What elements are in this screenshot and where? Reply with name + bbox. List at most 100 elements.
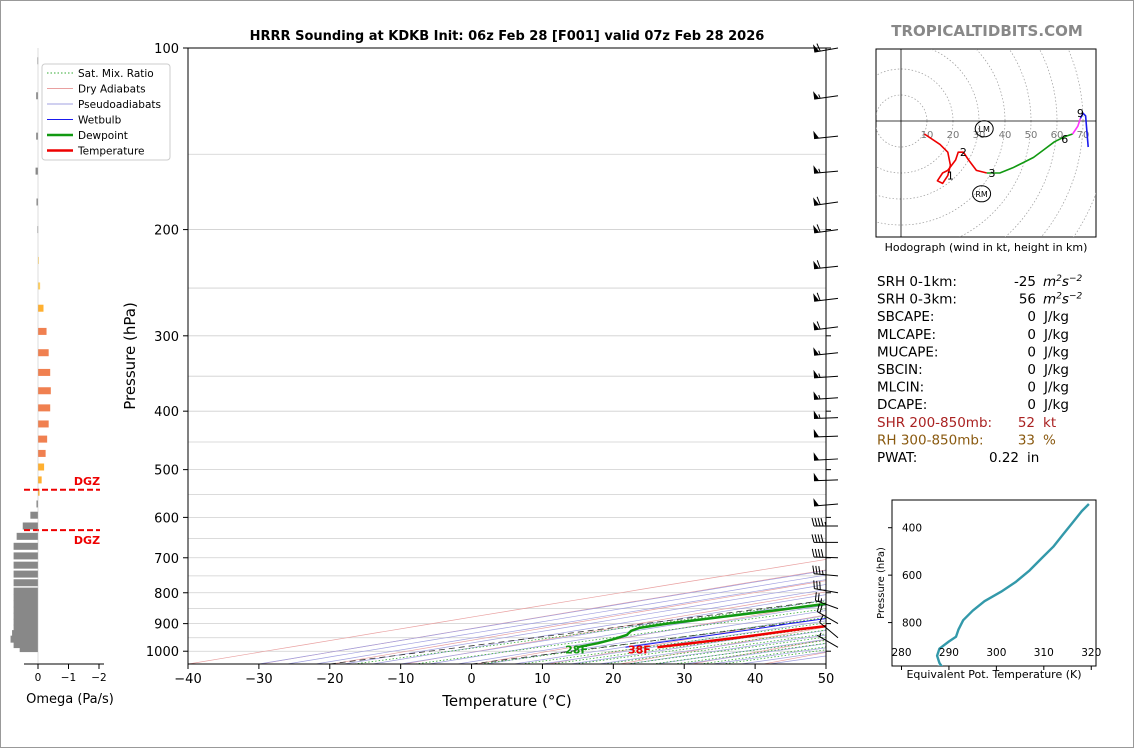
- omega-bar: [36, 198, 38, 206]
- hodograph-segment: [1079, 112, 1089, 148]
- skewt-plot-frame: [187, 47, 827, 665]
- index-value: 0: [1027, 380, 1036, 396]
- omega-bar: [22, 522, 38, 530]
- moist-adiabat-line: [287, 574, 826, 664]
- skewt-x-axis: −40 −30 −20 −10 0 10 20 30 40 50: [174, 664, 834, 687]
- y-tick-label: 400: [154, 405, 179, 420]
- x-tick-label: 0: [467, 672, 475, 687]
- mixing-ratio-line: [415, 608, 826, 664]
- wind-barb: [813, 391, 839, 400]
- skewt-y-axis: 100 200 300 400 500 600 700 800 900 1000: [146, 42, 831, 660]
- index-row: PWAT: 0.22 in: [877, 450, 1039, 466]
- index-label: MLCIN:: [877, 380, 924, 396]
- dgz-label: DGZ: [74, 534, 100, 547]
- omega-bar: [13, 600, 39, 608]
- index-value: 0: [1027, 327, 1036, 343]
- index-label: SRH 0-3km:: [877, 292, 957, 308]
- hodograph-segment: [986, 133, 1073, 174]
- omega-bar: [19, 645, 38, 653]
- legend-item: Dewpoint: [47, 130, 128, 142]
- dry-adiabat-line: [404, 591, 826, 664]
- dry-adiabat-line: [188, 559, 826, 664]
- omega-bar: [12, 630, 38, 638]
- index-value: -25: [1014, 274, 1036, 290]
- skewt-panel: HRRR Sounding at KDKB Init: 06z Feb 28 […: [41, 29, 839, 710]
- hodograph-segment: [947, 151, 987, 174]
- index-unit: J/kg: [1043, 380, 1069, 396]
- wind-barb: [813, 165, 839, 174]
- index-unit: m2s−2: [1043, 274, 1082, 290]
- wind-barb: [812, 565, 839, 577]
- svg-text:LM: LM: [979, 125, 990, 134]
- index-value: 33: [1018, 432, 1035, 448]
- omega-bar: [13, 618, 39, 626]
- hodograph-segment: [923, 133, 952, 185]
- index-label: DCAPE:: [877, 397, 927, 413]
- x-tick-label: −30: [245, 672, 272, 687]
- omega-bar: [13, 612, 39, 620]
- omega-xlabel: Omega (Pa/s): [26, 692, 114, 707]
- moist-adiabat-line: [258, 570, 826, 664]
- moist-adiabat-line: [400, 594, 826, 664]
- surface-temperature-label: 38F: [628, 643, 651, 656]
- x-tick-label: −10: [387, 672, 414, 687]
- dgz-label: DGZ: [74, 475, 100, 488]
- legend-label: Pseudoadiabats: [78, 99, 161, 111]
- omega-bar: [13, 561, 39, 569]
- hodograph-height-label: 9: [1077, 107, 1084, 120]
- theta-x-tick-label: 290: [939, 647, 959, 659]
- index-row: RH 300-850mb: 33%: [877, 432, 1056, 448]
- omega-tick-label: −2: [91, 672, 106, 684]
- omega-bars: [10, 57, 51, 653]
- theta-e-ylabel: Pressure (hPa): [876, 547, 887, 619]
- omega-bar: [36, 500, 38, 508]
- storm-motion-marker: LM: [974, 120, 994, 138]
- theta-e-axes: 280 290 300 310 320 400 600 800: [888, 523, 1101, 670]
- omega-bar: [13, 641, 39, 649]
- y-tick-label: 900: [154, 618, 179, 633]
- index-row: DCAPE: 0 J/kg: [877, 397, 1069, 413]
- y-tick-label: 200: [154, 224, 179, 239]
- hodograph-labels: 12 3 69 LM RM: [947, 107, 1084, 203]
- wind-barb: [813, 369, 839, 379]
- mixing-ratio-line: [521, 622, 826, 664]
- omega-bar: [38, 387, 51, 395]
- wind-barb: [813, 91, 839, 100]
- moist-adiabat-line: [315, 579, 826, 664]
- theta-x-tick-label: 310: [1034, 647, 1054, 659]
- y-tick-label: 700: [154, 552, 179, 567]
- y-tick-label: 600: [154, 511, 179, 526]
- theta-e-xlabel: Equivalent Pot. Temperature (K): [906, 668, 1081, 681]
- index-unit: J/kg: [1043, 397, 1069, 413]
- mixing-ratio-line: [480, 617, 826, 664]
- index-label: MLCAPE:: [877, 327, 936, 343]
- index-unit: J/kg: [1043, 327, 1069, 343]
- theta-x-tick-label: 320: [1081, 647, 1101, 659]
- omega-bar: [13, 606, 39, 614]
- theta-e-frame: [891, 499, 1097, 667]
- omega-bar: [38, 463, 45, 471]
- y-tick-label: 1000: [146, 645, 179, 660]
- wind-barb: [811, 534, 838, 543]
- wind-barb: [813, 196, 839, 206]
- omega-bar: [38, 449, 46, 457]
- dewpoint-profile: [576, 602, 826, 649]
- x-tick-label: 40: [747, 672, 764, 687]
- index-value: 0: [1027, 344, 1036, 360]
- dry-adiabat-line: [476, 602, 826, 664]
- index-value: 52: [1018, 415, 1035, 431]
- omega-bar: [13, 624, 39, 632]
- wind-barbs: [811, 43, 839, 648]
- omega-bar: [38, 420, 49, 428]
- omega-bar: [38, 404, 51, 412]
- theta-e-profile: [935, 503, 1090, 666]
- index-label: RH 300-850mb:: [877, 432, 984, 448]
- index-label: MUCAPE:: [877, 344, 938, 360]
- index-unit: in: [1027, 450, 1039, 466]
- omega-bar: [13, 587, 39, 595]
- wind-barb: [819, 614, 839, 639]
- index-row: SRH 0-1km: -25 m2s−2: [877, 274, 1082, 290]
- index-value: 0: [1027, 397, 1036, 413]
- wind-barb: [811, 548, 839, 559]
